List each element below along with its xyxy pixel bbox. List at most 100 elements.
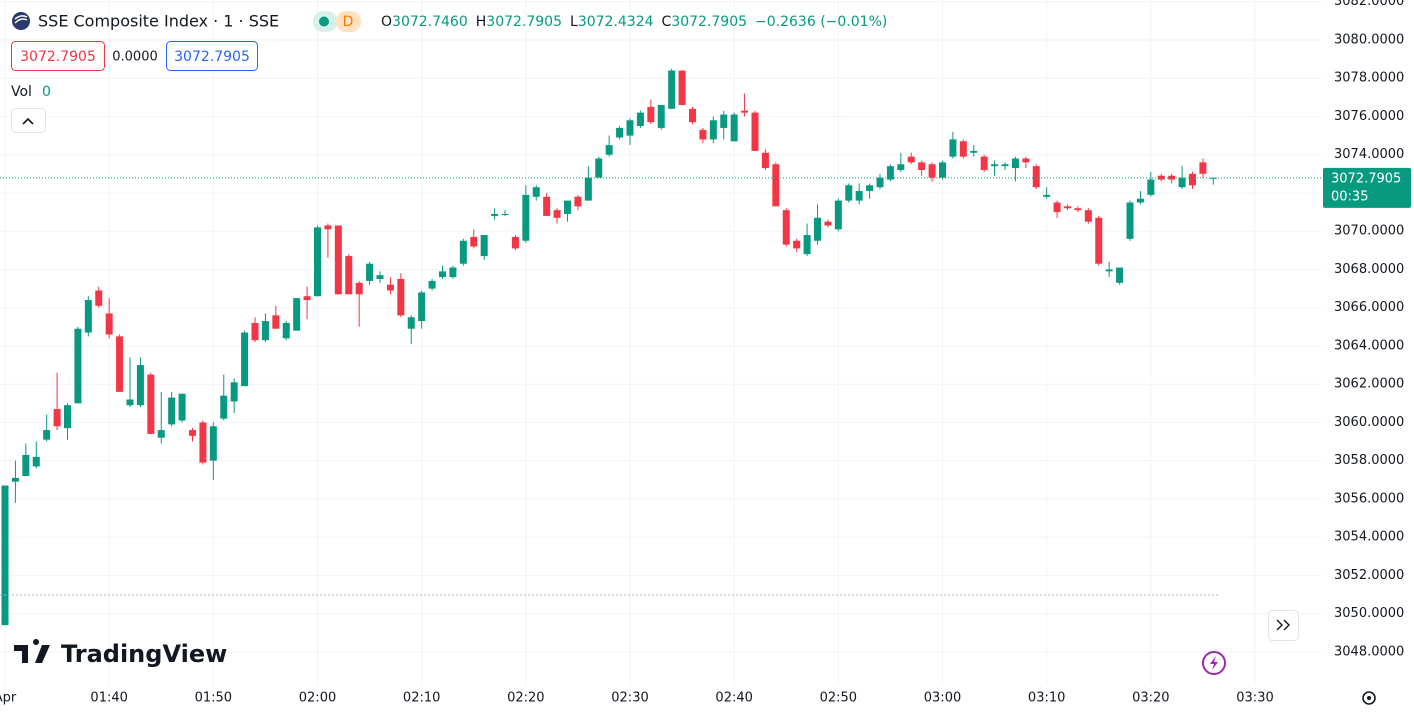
candle-body xyxy=(626,120,634,136)
candle-body xyxy=(11,477,19,482)
high-label: H xyxy=(476,14,487,30)
candle-body xyxy=(1147,179,1155,195)
x-tick-label: 03:20 xyxy=(1132,691,1169,706)
candle-body xyxy=(105,313,113,335)
candle-body xyxy=(418,292,426,322)
candle-body xyxy=(897,164,905,171)
candle-body xyxy=(282,322,290,339)
candle-body xyxy=(1032,166,1040,188)
candle-body xyxy=(178,393,186,421)
y-tick-label: 3062.0000 xyxy=(1334,377,1404,392)
scroll-icon xyxy=(1276,619,1290,631)
candle-body xyxy=(772,164,780,207)
y-tick-label: 3074.0000 xyxy=(1334,147,1404,162)
candle-body xyxy=(959,141,967,157)
candle-body xyxy=(689,108,696,123)
candle-body xyxy=(147,374,155,434)
alert-icon xyxy=(1210,656,1218,670)
y-tick-label: 3054.0000 xyxy=(1334,530,1404,545)
candle-body xyxy=(459,240,467,264)
candle-body xyxy=(803,235,811,255)
volume-value: 0 xyxy=(42,84,51,100)
candle-body xyxy=(741,110,749,113)
sell-price[interactable]: 3072.7905 xyxy=(20,49,96,65)
candle-body xyxy=(980,156,988,171)
high-value: 3072.7905 xyxy=(486,14,562,30)
candle-body xyxy=(407,317,415,329)
y-tick-label: 3076.0000 xyxy=(1334,109,1404,124)
y-tick-label: 3080.0000 xyxy=(1334,32,1404,47)
x-tick-label: 02:00 xyxy=(299,691,336,706)
candle-body xyxy=(543,196,551,216)
x-tick-label: 03:00 xyxy=(924,691,961,706)
last-price-box xyxy=(1323,167,1411,208)
candle-body xyxy=(428,280,436,289)
candle-body xyxy=(949,139,957,157)
x-tick-label: 03:30 xyxy=(1236,691,1273,706)
candle-body xyxy=(345,256,353,295)
candle-body xyxy=(699,129,707,140)
candle-body xyxy=(470,236,478,247)
candle-body xyxy=(220,395,228,419)
settings-button[interactable] xyxy=(1362,691,1376,705)
scroll-button[interactable] xyxy=(1268,610,1299,641)
candle-body xyxy=(876,177,884,188)
candle-body xyxy=(564,200,571,214)
y-tick-label: 3068.0000 xyxy=(1334,262,1404,277)
settings-icon xyxy=(1367,696,1371,700)
buy-box[interactable] xyxy=(166,41,258,71)
candle-body xyxy=(74,328,82,404)
candle-body xyxy=(907,156,915,163)
logo-mark xyxy=(14,639,50,663)
candle-body xyxy=(1189,173,1196,186)
candle-body xyxy=(376,275,384,280)
logo-text[interactable]: TradingView xyxy=(61,640,227,668)
symbol-icon-mark xyxy=(14,15,28,24)
low-value: 3072.4324 xyxy=(578,14,654,30)
candle-body xyxy=(834,200,842,230)
candle-body xyxy=(136,365,144,406)
candle-body xyxy=(293,298,301,331)
alert-button[interactable] xyxy=(1202,651,1226,675)
candle-body xyxy=(751,112,759,151)
y-tick-label: 3070.0000 xyxy=(1334,224,1404,239)
y-tick-label: 3078.0000 xyxy=(1334,71,1404,86)
candle-body xyxy=(845,185,853,201)
candle-body xyxy=(574,196,582,207)
candle-body xyxy=(636,112,644,127)
candle-body xyxy=(199,422,207,463)
buy-price[interactable]: 3072.7905 xyxy=(174,49,250,65)
candle-body xyxy=(95,290,103,306)
candle-body xyxy=(241,332,249,387)
countdown: 00:35 xyxy=(1331,189,1368,204)
x-tick-label: 02:30 xyxy=(611,691,648,706)
y-tick-label: 3082.0000 xyxy=(1334,0,1404,9)
x-tick-label: 02:20 xyxy=(507,691,544,706)
x-tick-label: 02:10 xyxy=(403,691,440,706)
candle-body xyxy=(886,166,894,180)
last-price-label: 3072.7905 xyxy=(1331,171,1401,186)
badge[interactable]: D xyxy=(343,14,354,30)
low-label: L xyxy=(570,14,578,30)
sell-box[interactable] xyxy=(11,41,105,71)
candle-body xyxy=(272,315,280,329)
y-tick-label: 3056.0000 xyxy=(1334,491,1404,506)
x-tick-label: 01:40 xyxy=(90,691,127,706)
candles-layer xyxy=(1,68,1217,626)
y-tick-label: 3052.0000 xyxy=(1334,568,1404,583)
close-value: 3072.7905 xyxy=(671,14,747,30)
candle-body xyxy=(314,227,321,297)
candle-body xyxy=(616,127,624,138)
candle-body xyxy=(251,322,259,341)
candle-body xyxy=(43,430,51,440)
candle-body xyxy=(855,191,863,201)
candle-body xyxy=(793,240,801,249)
change-value: −0.2636 (−0.01%) xyxy=(755,14,887,30)
symbol-title[interactable]: SSE Composite Index · 1 · SSE xyxy=(38,12,279,31)
candle-body xyxy=(647,106,655,123)
candle-body xyxy=(553,210,561,218)
y-tick-label: 3050.0000 xyxy=(1334,606,1404,621)
candle-body xyxy=(32,456,40,467)
candle-body xyxy=(491,213,499,216)
